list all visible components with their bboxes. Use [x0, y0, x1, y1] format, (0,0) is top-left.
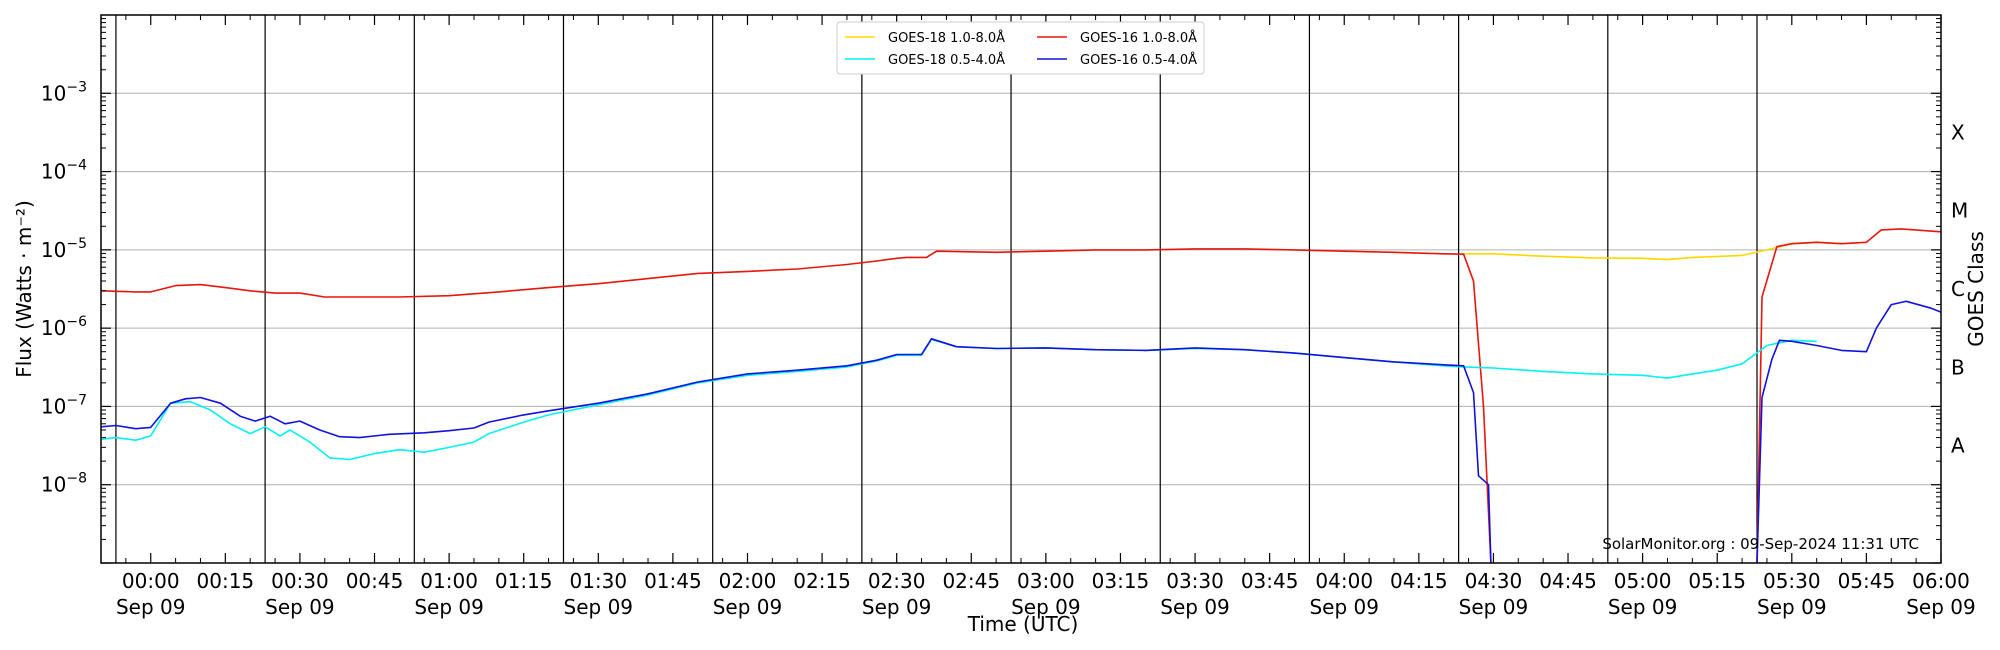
legend-box — [836, 21, 1205, 75]
x-tick-time-label: 00:30 — [271, 569, 329, 593]
x-tick-time-label: 03:00 — [1017, 569, 1075, 593]
x-tick-time-label: 01:15 — [495, 569, 553, 593]
x-tick-date-label: Sep 09 — [1160, 595, 1230, 619]
x-tick-time-label: 00:45 — [346, 569, 404, 593]
x-tick-date-label: Sep 09 — [1608, 595, 1678, 619]
x-tick-time-label: 02:00 — [719, 569, 777, 593]
series-line — [1756, 228, 1941, 563]
x-tick-time-label: 01:30 — [569, 569, 627, 593]
series-line — [101, 248, 1492, 563]
x-tick-date-label: Sep 09 — [713, 595, 783, 619]
x-tick-date-label: Sep 09 — [1757, 595, 1827, 619]
legend-label: GOES-16 0.5-4.0Å — [1080, 52, 1197, 68]
x-tick-date-label: Sep 09 — [265, 595, 335, 619]
x-tick-time-label: 04:00 — [1315, 569, 1373, 593]
horizontal-gridlines — [101, 92, 1941, 486]
y-tick-label: 10−7 — [41, 392, 87, 418]
x-tick-date-label: Sep 09 — [564, 595, 634, 619]
x-tick-time-label: 04:15 — [1390, 569, 1448, 593]
x-tick-time-label: 01:45 — [644, 569, 702, 593]
legend-label: GOES-18 1.0-8.0Å — [888, 30, 1005, 46]
series-lines — [101, 228, 1941, 563]
axis-ticks — [100, 15, 1942, 564]
x-tick-time-label: 00:15 — [197, 569, 255, 593]
x-tick-date-label: Sep 09 — [1011, 595, 1081, 619]
credit-text: SolarMonitor.org : 09-Sep-2024 11:31 UTC — [1602, 535, 1919, 553]
x-tick-date-label: Sep 09 — [862, 595, 932, 619]
x-tick-time-label: 01:00 — [420, 569, 478, 593]
goes-class-label: A — [1951, 434, 1965, 458]
series-line — [101, 338, 1492, 563]
y-tick-label: 10−3 — [41, 79, 87, 105]
series-line — [101, 338, 1817, 461]
x-tick-time-label: 06:00 — [1912, 569, 1970, 593]
y-tick-label: 10−6 — [41, 314, 87, 340]
y-tick-label: 10−4 — [41, 158, 87, 184]
x-tick-time-label: 04:30 — [1465, 569, 1523, 593]
y-tick-labels: 10−8 10−7 10−6 10−5 10−4 10−3 — [41, 79, 87, 496]
x-tick-date-label: Sep 09 — [1309, 595, 1379, 619]
x-tick-time-label: 02:30 — [868, 569, 926, 593]
x-axis-title: Time (UTC) — [967, 612, 1079, 636]
right-axis-title: GOES Class — [1964, 231, 1988, 347]
legend: GOES-18 1.0-8.0Å GOES-18 0.5-4.0Å GOES-16 … — [836, 21, 1205, 75]
x-tick-time-label: 02:45 — [942, 569, 1000, 593]
goes-class-label: M — [1951, 199, 1968, 223]
x-tick-time-label: 04:45 — [1539, 569, 1597, 593]
x-tick-time-label: 00:00 — [122, 569, 180, 593]
x-tick-time-label: 02:15 — [793, 569, 851, 593]
legend-label: GOES-18 0.5-4.0Å — [888, 52, 1005, 68]
x-tick-time-label: 05:45 — [1838, 569, 1896, 593]
x-tick-time-label: 03:30 — [1166, 569, 1224, 593]
x-tick-date-label: Sep 09 — [116, 595, 186, 619]
x-tick-date-label: Sep 09 — [1459, 595, 1529, 619]
x-tick-time-label: 03:45 — [1241, 569, 1299, 593]
y-axis-title: Flux (Watts · m⁻²) — [12, 200, 36, 378]
x-tick-time-label: 03:15 — [1092, 569, 1150, 593]
legend-label: GOES-16 1.0-8.0Å — [1080, 30, 1197, 46]
y-tick-label: 10−5 — [41, 236, 87, 262]
series-line — [1756, 300, 1941, 563]
x-tick-time-label: 05:15 — [1688, 569, 1746, 593]
x-tick-date-label: Sep 09 — [414, 595, 484, 619]
x-tick-date-label: Sep 09 — [1906, 595, 1976, 619]
y-tick-label: 10−8 — [41, 471, 87, 497]
goes-class-label: X — [1951, 120, 1965, 144]
goes-class-label: B — [1951, 355, 1965, 379]
plot-frame — [100, 14, 1942, 564]
goes-class-labels: A B C M X — [1951, 120, 1968, 457]
vertical-time-lines — [115, 15, 1758, 563]
x-tick-time-label: 05:00 — [1614, 569, 1672, 593]
x-tick-time-label: 05:30 — [1763, 569, 1821, 593]
goes-class-label: C — [1951, 277, 1965, 301]
